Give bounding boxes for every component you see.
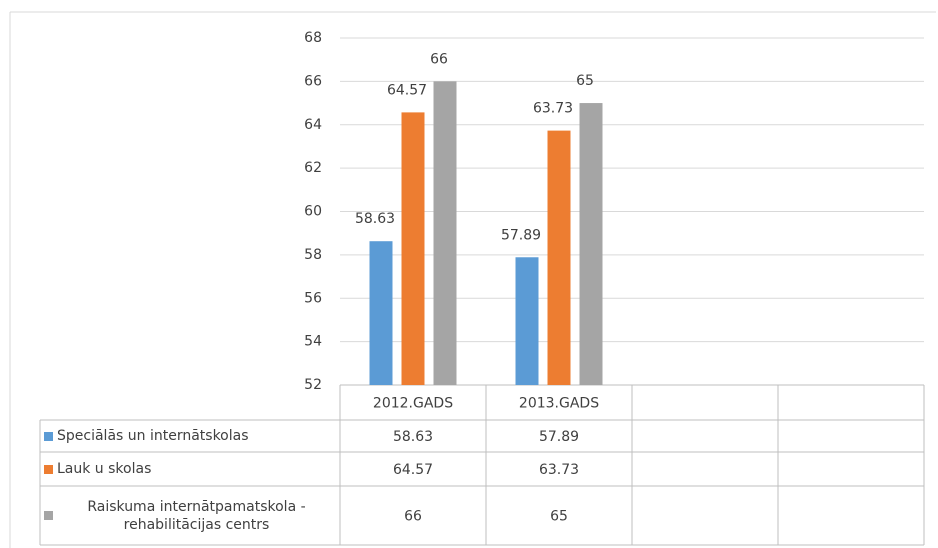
legend-swatch	[44, 431, 53, 441]
table-value: 58.63	[393, 429, 433, 445]
legend-swatch	[44, 464, 53, 474]
table-value: 63.73	[539, 462, 579, 478]
data-label: 64.57	[387, 82, 427, 98]
table-value: 57.89	[539, 429, 579, 445]
legend-label: Raiskuma internātpamatskola - rehabilitā…	[87, 498, 306, 533]
legend-entry: Speciālās un internātskolas	[44, 420, 336, 452]
x-tick-label: 2013.GADS	[519, 396, 599, 412]
y-tick-label: 54	[304, 334, 322, 350]
bar	[579, 103, 603, 385]
bar	[433, 81, 457, 385]
data-label: 65	[576, 73, 594, 89]
bar	[369, 241, 393, 385]
table-value: 65	[550, 509, 568, 525]
x-tick-label: 2012.GADS	[373, 396, 453, 412]
legend-swatch	[44, 511, 53, 520]
legend-label: Lauk u skolas	[57, 461, 152, 477]
legend-label: Speciālās un internātskolas	[57, 428, 249, 444]
data-label: 66	[430, 51, 448, 67]
y-tick-label: 64	[304, 117, 322, 133]
data-label: 63.73	[533, 101, 573, 117]
y-tick-label: 58	[304, 247, 322, 263]
y-tick-label: 60	[304, 204, 322, 220]
table-value: 66	[404, 509, 422, 525]
data-label: 57.89	[501, 227, 541, 243]
bar	[547, 130, 571, 385]
data-label: 58.63	[355, 211, 395, 227]
legend-entry: Lauk u skolas	[44, 452, 336, 486]
y-tick-label: 66	[304, 73, 322, 89]
table-value: 64.57	[393, 462, 433, 478]
bar	[401, 112, 425, 385]
legend-entry: Raiskuma internātpamatskola - rehabilitā…	[44, 486, 336, 545]
y-tick-label: 62	[304, 160, 322, 176]
bar	[515, 257, 539, 385]
y-tick-label: 52	[304, 377, 322, 393]
y-tick-label: 68	[304, 30, 322, 46]
y-tick-label: 56	[304, 290, 322, 306]
